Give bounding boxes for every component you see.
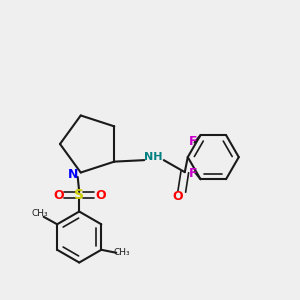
Text: S: S (74, 188, 84, 202)
Text: O: O (53, 188, 64, 202)
Text: F: F (189, 167, 197, 180)
Text: CH₃: CH₃ (32, 209, 48, 218)
Text: O: O (172, 190, 183, 202)
Text: O: O (95, 188, 106, 202)
Text: N: N (68, 167, 78, 181)
Text: NH: NH (144, 152, 163, 162)
Text: F: F (189, 134, 197, 148)
Text: CH₃: CH₃ (113, 248, 130, 257)
